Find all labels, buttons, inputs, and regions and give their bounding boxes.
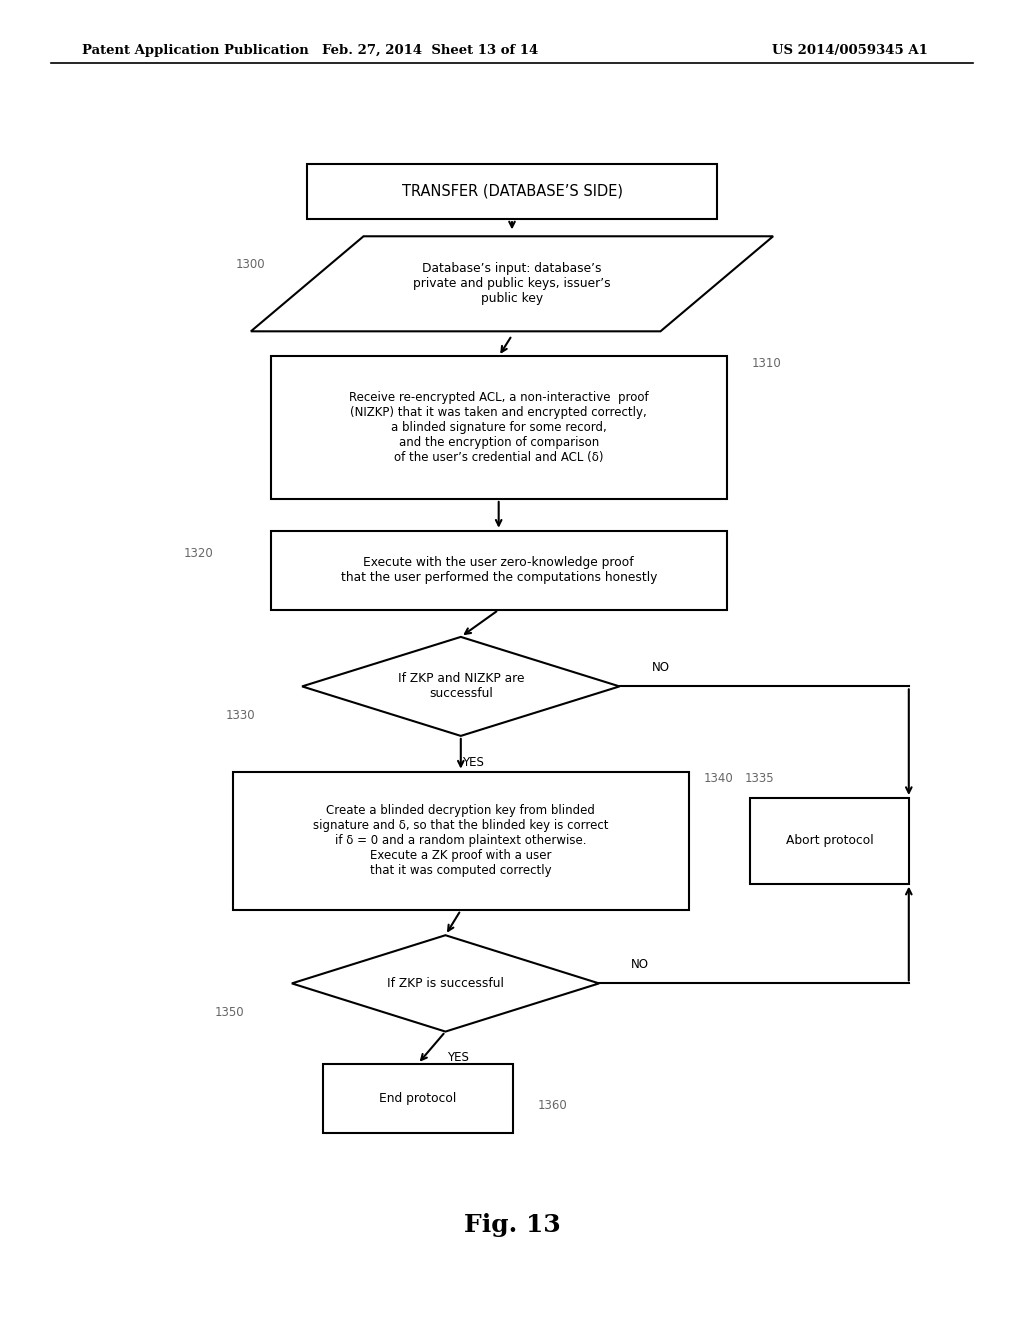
Text: TRANSFER (DATABASE’S SIDE): TRANSFER (DATABASE’S SIDE) bbox=[401, 183, 623, 199]
Bar bbox=[307, 164, 717, 219]
Text: YES: YES bbox=[462, 756, 484, 768]
Text: 1300: 1300 bbox=[236, 257, 265, 271]
Polygon shape bbox=[292, 935, 599, 1032]
Text: 1360: 1360 bbox=[539, 1098, 568, 1111]
Text: If ZKP is successful: If ZKP is successful bbox=[387, 977, 504, 990]
Text: Create a blinded decryption key from blinded
signature and δ, so that the blinde: Create a blinded decryption key from bli… bbox=[313, 804, 608, 878]
Bar bbox=[233, 771, 688, 911]
Text: 1335: 1335 bbox=[745, 772, 774, 785]
Bar bbox=[270, 531, 727, 610]
Text: 1330: 1330 bbox=[225, 709, 255, 722]
Bar bbox=[324, 1064, 512, 1133]
Text: US 2014/0059345 A1: US 2014/0059345 A1 bbox=[772, 44, 928, 57]
Polygon shape bbox=[251, 236, 773, 331]
Text: NO: NO bbox=[631, 958, 649, 972]
Text: 1320: 1320 bbox=[183, 546, 214, 560]
Text: Abort protocol: Abort protocol bbox=[785, 834, 873, 847]
Text: Fig. 13: Fig. 13 bbox=[464, 1213, 560, 1237]
Text: Patent Application Publication: Patent Application Publication bbox=[82, 44, 308, 57]
Text: If ZKP and NIZKP are
successful: If ZKP and NIZKP are successful bbox=[397, 672, 524, 701]
Bar bbox=[270, 356, 727, 499]
Text: 1310: 1310 bbox=[752, 356, 782, 370]
Text: Database’s input: database’s
private and public keys, issuer’s
public key: Database’s input: database’s private and… bbox=[414, 263, 610, 305]
Text: 1350: 1350 bbox=[215, 1006, 245, 1019]
Text: 1340: 1340 bbox=[705, 772, 734, 785]
Text: Execute with the user zero-knowledge proof
that the user performed the computati: Execute with the user zero-knowledge pro… bbox=[341, 556, 656, 585]
Bar bbox=[750, 797, 909, 884]
Text: NO: NO bbox=[651, 661, 670, 675]
Text: Feb. 27, 2014  Sheet 13 of 14: Feb. 27, 2014 Sheet 13 of 14 bbox=[322, 44, 539, 57]
Text: End protocol: End protocol bbox=[379, 1092, 457, 1105]
Text: Receive re-encrypted ACL, a non-interactive  proof
(NIZKP) that it was taken and: Receive re-encrypted ACL, a non-interact… bbox=[349, 391, 648, 465]
Polygon shape bbox=[302, 638, 620, 737]
Text: YES: YES bbox=[446, 1052, 469, 1064]
